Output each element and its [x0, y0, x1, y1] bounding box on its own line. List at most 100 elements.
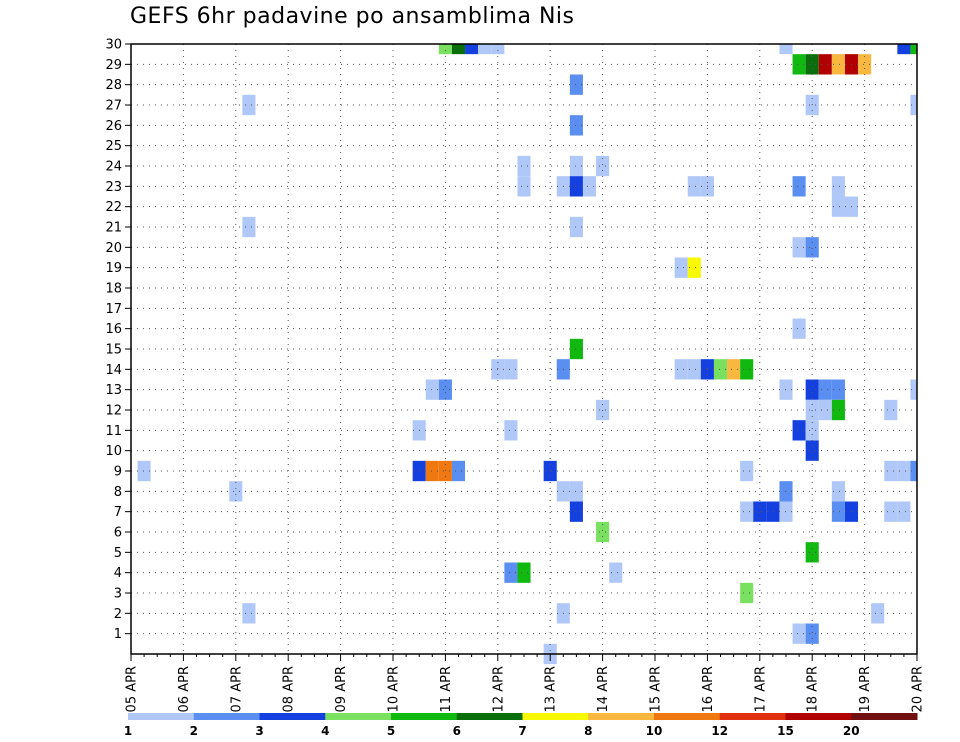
heatmap-cell: [569, 338, 583, 360]
heatmap-cell: [451, 44, 466, 55]
heatmap-cell: [897, 460, 911, 482]
x-tick-label: 11 APR: [439, 666, 454, 712]
heatmap-cell: [504, 562, 518, 583]
heatmap-cell: [582, 176, 597, 197]
heatmap-cell: [831, 196, 845, 217]
colorbar-label: 3: [255, 724, 263, 738]
heatmap-cell: [792, 176, 806, 197]
heatmap-cell: [805, 54, 819, 75]
y-tick-label: 1: [114, 627, 122, 642]
heatmap-cell: [753, 501, 767, 522]
colorbar-segment: [785, 713, 852, 720]
colorbar-segment: [259, 713, 326, 720]
heatmap-cell: [438, 379, 452, 400]
colorbar-label: 4: [321, 724, 329, 738]
heatmap-cell: [569, 74, 583, 95]
y-tick-label: 28: [105, 78, 122, 93]
heatmap-cell: [242, 94, 256, 116]
heatmap-cell: [596, 155, 610, 177]
colorbar-label: 15: [777, 724, 794, 738]
colorbar-segment: [325, 713, 392, 720]
heatmap-cell: [740, 460, 754, 482]
colorbar-label: 6: [453, 724, 461, 738]
colorbar-segment: [719, 713, 786, 720]
heatmap-cell: [831, 501, 845, 522]
y-tick-label: 7: [114, 505, 122, 520]
heatmap-cell: [569, 481, 583, 502]
x-axis: 05 APR 06 APR 07 APR 08 APR 09 APR 10 APR 11 A…: [125, 654, 926, 712]
heatmap-cell: [884, 460, 898, 482]
heatmap-cell: [831, 399, 845, 421]
cells-layer: [137, 44, 917, 665]
x-tick-label: 07 APR: [229, 666, 244, 712]
y-tick-label: 2: [114, 607, 122, 622]
y-tick-label: 22: [105, 200, 122, 215]
heatmap-cell: [910, 379, 917, 400]
heatmap-cell: [884, 399, 898, 421]
y-tick-label: 27: [105, 99, 122, 114]
heatmap-cell: [242, 603, 256, 624]
heatmap-cell: [740, 582, 754, 604]
y-axis: 1234567891011121314151617181920212223242…: [105, 38, 131, 642]
heatmap-cell: [740, 359, 754, 380]
heatmap-cell: [910, 44, 917, 55]
heatmap-cell: [504, 359, 518, 380]
grid-layer: [131, 44, 917, 654]
y-tick-label: 11: [105, 424, 122, 439]
heatmap-cell: [727, 359, 741, 380]
colorbar-segment: [193, 713, 260, 720]
y-tick-label: 21: [105, 221, 122, 236]
x-tick-label: 05 APR: [125, 666, 140, 712]
y-tick-label: 16: [105, 322, 122, 337]
colorbar-segment: [456, 713, 523, 720]
colorbar: 1 2 3 4 5 6 7 8 10 12 15 20: [124, 713, 918, 738]
heatmap-cell: [805, 420, 819, 441]
heatmap-cell: [451, 460, 466, 482]
heatmap-cell: [491, 44, 505, 55]
heatmap-cell: [897, 501, 911, 522]
heatmap-cell: [910, 460, 917, 482]
heatmap-cell: [740, 501, 754, 522]
heatmap-cell: [792, 54, 806, 75]
heatmap-cell: [818, 399, 832, 421]
heatmap-cell: [674, 359, 688, 380]
heatmap-cell: [242, 216, 256, 238]
heatmap-cell: [805, 542, 819, 563]
y-tick-label: 6: [114, 526, 122, 541]
heatmap-cell: [910, 94, 917, 116]
heatmap-cell: [805, 379, 819, 400]
y-tick-label: 20: [105, 241, 122, 256]
y-tick-label: 13: [105, 383, 122, 398]
heatmap-cell: [831, 54, 845, 75]
x-tick-label: 09 APR: [334, 666, 349, 712]
heatmap-cell: [766, 501, 780, 522]
heatmap-cell: [792, 420, 806, 441]
x-tick-label: 15 APR: [649, 666, 664, 712]
x-tick-label: 08 APR: [282, 666, 297, 712]
x-tick-label: 13 APR: [544, 666, 559, 712]
heatmap-cell: [818, 379, 832, 400]
heatmap-cell: [517, 176, 531, 197]
colorbar-label: 10: [646, 724, 663, 738]
heatmap-cell: [504, 420, 518, 441]
colorbar-label: 7: [518, 724, 526, 738]
y-tick-label: 30: [105, 38, 122, 53]
y-tick-label: 26: [105, 119, 122, 134]
y-tick-label: 29: [105, 58, 122, 73]
heatmap-cell: [517, 562, 531, 583]
heatmap-cell: [871, 603, 885, 624]
heatmap-cell: [425, 460, 439, 482]
colorbar-label: 1: [124, 724, 132, 738]
colorbar-segment: [128, 713, 195, 720]
chart-title: GEFS 6hr padavine po ansamblima Nis: [130, 4, 575, 29]
y-tick-label: 10: [105, 444, 122, 459]
x-tick-label: 16 APR: [701, 666, 716, 712]
x-tick-label: 14 APR: [596, 666, 611, 712]
colorbar-label: 2: [190, 724, 198, 738]
heatmap-cell: [687, 176, 701, 197]
y-tick-label: 23: [105, 180, 122, 195]
heatmap-cell: [858, 54, 872, 75]
y-tick-label: 19: [105, 261, 122, 276]
heatmap-cell: [137, 460, 151, 482]
